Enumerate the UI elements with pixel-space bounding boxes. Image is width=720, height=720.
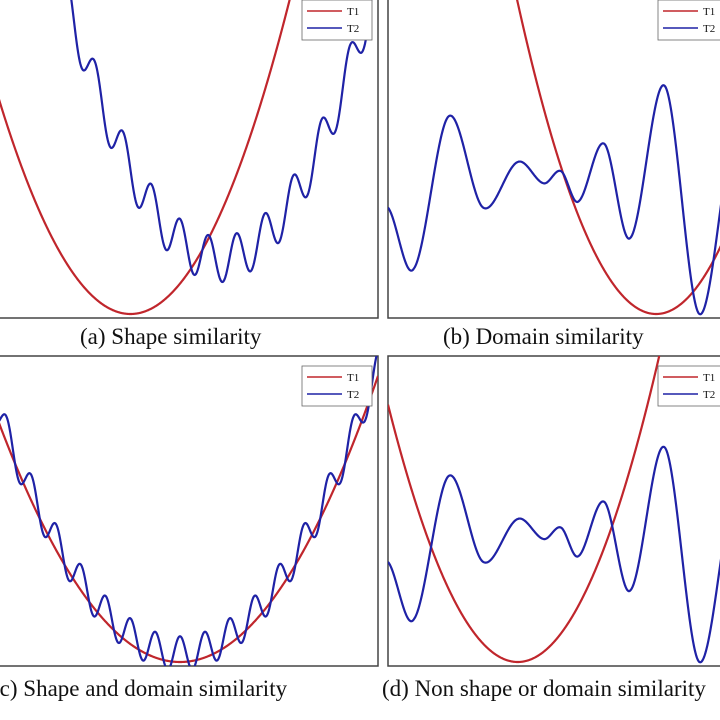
legend-label-t2: T2 <box>347 389 359 401</box>
panel-c: T1 T2 <box>0 354 380 668</box>
legend-label-t1: T1 <box>347 372 359 384</box>
panel-d: T1 T2 <box>386 354 720 668</box>
series-t2-line <box>0 356 378 666</box>
series-t2-line <box>388 445 720 664</box>
series-t1-line <box>516 0 720 316</box>
caption-c: (c) Shape and domain similarity <box>0 676 288 701</box>
series-t2-line <box>70 0 373 284</box>
legend-box <box>301 365 373 407</box>
series-t2-line <box>388 84 720 316</box>
legend-box <box>657 0 720 41</box>
legend-box <box>657 365 720 407</box>
legend-label-t2: T2 <box>703 389 715 401</box>
caption-d: (d) Non shape or domain similarity <box>382 676 706 701</box>
legend-label-t2: T2 <box>347 23 359 35</box>
series-t1-line <box>388 356 661 664</box>
legend-label-t1: T1 <box>703 372 715 384</box>
legend-label-t2: T2 <box>703 23 715 35</box>
caption-b: (b) Domain similarity <box>443 324 644 349</box>
panel-a: T1 T2 <box>0 0 380 320</box>
caption-a: (a) Shape similarity <box>80 324 262 349</box>
legend-label-t1: T1 <box>347 6 359 18</box>
series-t1-line <box>0 0 291 316</box>
panel-b: T1 T2 <box>386 0 720 320</box>
plot-frame <box>0 355 379 667</box>
legend-label-t1: T1 <box>703 6 715 18</box>
plot-frame <box>387 355 720 667</box>
legend-box <box>301 0 373 41</box>
plot-frame <box>387 0 720 319</box>
